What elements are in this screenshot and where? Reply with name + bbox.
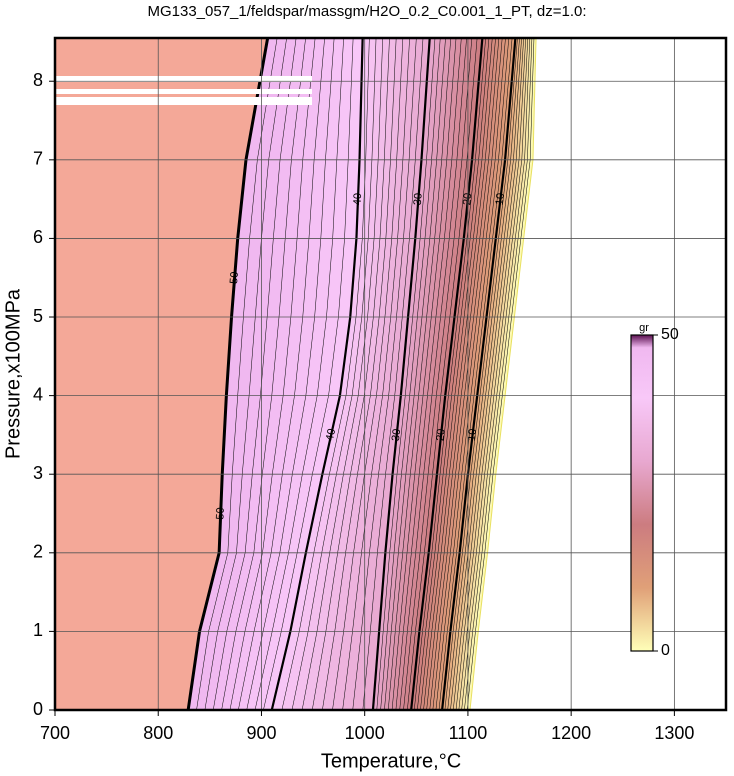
x-tick-label: 1200 [551,723,591,743]
colorbar-tick-label: 0 [661,642,670,659]
band [342,38,417,710]
band [395,38,467,710]
contour-label: 50 [214,507,226,520]
band [392,38,462,710]
band [221,38,316,710]
band [444,38,520,710]
colorbar [630,334,654,652]
plot-frame [53,36,728,712]
band [213,38,306,710]
x-axis-label: Temperature,°C [321,750,461,772]
band [255,38,354,710]
band [229,38,325,710]
band [246,38,344,710]
contour-label: 40 [324,428,338,443]
data-gap [55,97,312,105]
band [435,38,513,710]
band [312,38,397,710]
band [302,38,390,710]
y-tick-label: 8 [33,70,43,90]
band [332,38,410,710]
band [407,38,483,710]
y-tick-label: 5 [33,306,43,326]
y-tick-label: 7 [33,149,43,169]
colorbar-label: gr [639,322,649,334]
band [263,38,363,710]
chart-title: MG133_057_1/feldspar/massgm/H2O_0.2_C0.0… [147,3,586,20]
below-region [55,38,268,710]
data-gap [55,89,312,94]
x-tick-label: 1100 [449,723,488,743]
band [322,38,403,710]
band [450,38,524,710]
x-tick-label: 1300 [654,723,694,743]
contour-label: 10 [494,192,507,206]
band [384,38,451,710]
data-gap [55,76,312,82]
band [352,38,424,710]
band [388,38,457,710]
contour-label: 20 [434,428,447,441]
band [362,38,430,710]
y-axis-label: Pressure,x100MPa [2,288,24,459]
band [238,38,335,710]
x-tick-label: 900 [246,723,276,743]
y-tick-label: 3 [33,463,43,483]
band [399,38,472,710]
band [403,38,478,710]
contour-label: 30 [390,428,403,441]
band [380,38,446,710]
band [196,38,287,710]
band [439,38,516,710]
y-tick-label: 4 [33,384,43,404]
overlay: 700 800 900 1000 1100 1200 1300 0 1 2 3 4 5 6 7 8 0 50 gr [33,36,728,743]
contour-label: 10 [466,428,479,442]
contour-label: 40 [352,193,364,206]
y-tick-label: 2 [33,542,43,562]
contour-label: 30 [412,193,425,206]
band [447,38,522,710]
band [376,38,441,710]
x-tick-label: 1000 [345,723,385,743]
contour-label: 50 [228,271,241,284]
band [188,38,278,710]
x-tick-label: 800 [143,723,173,743]
colorbar-tick-label: 50 [661,326,679,343]
band [372,38,435,710]
x-tick-label: 700 [40,723,70,743]
y-tick-label: 0 [33,699,43,719]
y-tick-label: 6 [33,227,43,247]
band [432,38,509,710]
y-tick-label: 1 [33,620,43,640]
band [204,38,297,710]
